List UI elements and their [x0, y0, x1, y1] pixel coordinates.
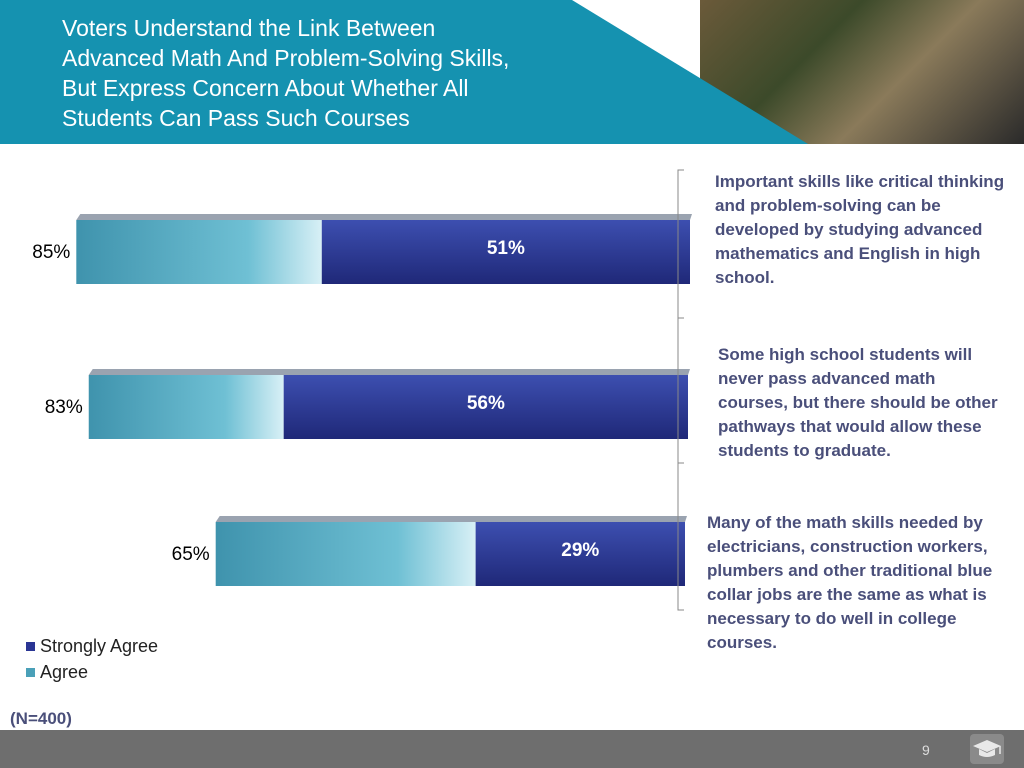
- statement-1: Important skills like critical thinking …: [715, 172, 1005, 287]
- bar-agree: [215, 522, 476, 586]
- slide-header: Voters Understand the Link Between Advan…: [0, 0, 1024, 144]
- title-line: Students Can Pass Such Courses: [62, 105, 410, 131]
- legend-label: Strongly Agree: [40, 635, 159, 656]
- data-label-strongly-agree: 29%: [561, 540, 599, 561]
- bar-strongly-agree: [475, 522, 685, 586]
- title-line: But Express Concern About Whether All: [62, 75, 469, 101]
- title-line: Advanced Math And Problem-Solving Skills…: [62, 45, 510, 71]
- statement-2: Some high school students will never pas…: [718, 345, 998, 460]
- total-label: 65%: [172, 544, 210, 565]
- bar-agree: [76, 220, 322, 284]
- legend-item-agree: Agree: [26, 659, 158, 685]
- title-line: Voters Understand the Link Between: [62, 15, 436, 41]
- stacked-bar-chart: 51% 85% 56% 83% 29% 65%: [32, 169, 693, 611]
- data-label-strongly-agree: 51%: [487, 238, 525, 259]
- total-label: 85%: [32, 242, 70, 263]
- bar-strongly-agree: [321, 220, 690, 284]
- chart-legend: Strongly Agree Agree: [26, 633, 158, 685]
- total-label: 83%: [45, 397, 83, 418]
- sample-size-note: (N=400): [10, 709, 72, 728]
- bar-top-face: [76, 214, 693, 220]
- bar-top-face: [215, 516, 687, 522]
- graduation-cap-icon: [970, 734, 1004, 764]
- legend-swatch-strongly-agree: [26, 641, 35, 651]
- legend-label: Agree: [40, 661, 89, 682]
- legend-item-strongly-agree: Strongly Agree: [26, 633, 158, 659]
- bar-strongly-agree: [283, 375, 688, 439]
- slide-title: Voters Understand the Link Between Advan…: [62, 13, 582, 133]
- slide-footer: 9: [0, 730, 1024, 768]
- data-label-strongly-agree: 56%: [467, 393, 505, 414]
- legend-swatch-agree: [26, 667, 35, 677]
- page-number: 9: [922, 742, 930, 758]
- statement-3: Many of the math skills needed by electr…: [707, 513, 993, 652]
- bracket: [677, 169, 684, 611]
- bar-top-face: [88, 369, 691, 375]
- bar-agree: [88, 375, 284, 439]
